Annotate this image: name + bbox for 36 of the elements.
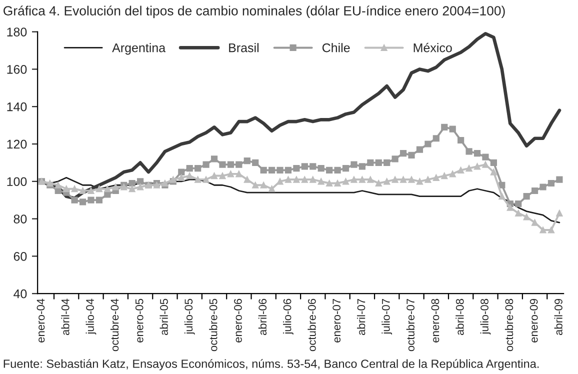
y-tick-label: 80 bbox=[14, 214, 27, 224]
x-tick-label: octubre-08 bbox=[504, 298, 514, 352]
x-tick-label: abril-04 bbox=[61, 298, 70, 336]
x-tick-label: julio-05 bbox=[184, 298, 195, 335]
x-tick-label: enero-09 bbox=[530, 298, 538, 342]
x-tick-label: abril-08 bbox=[456, 298, 464, 336]
x-tick-label: abril-05 bbox=[160, 298, 168, 336]
legend-label: México bbox=[414, 42, 452, 52]
x-tick-label: abril-06 bbox=[258, 298, 267, 336]
x-tick-label: abril-07 bbox=[357, 299, 366, 336]
legend-label: Chile bbox=[322, 43, 350, 52]
x-tick-label: enero-04 bbox=[36, 298, 45, 342]
x-tick-label: enero-08 bbox=[431, 298, 440, 342]
y-tick-label: 140 bbox=[7, 102, 27, 112]
y-tick-label: 40 bbox=[14, 289, 27, 298]
y-tick-label: 160 bbox=[7, 64, 27, 74]
x-tick-label: enero-05 bbox=[135, 298, 144, 342]
x-tick-label: julio-04 bbox=[86, 298, 96, 335]
source-note: Fuente: Sebastián Katz, Ensayos Económicos, núms. 53-54, Banco Central de la República Argentina. bbox=[4, 359, 539, 370]
x-tick-label: octubre-04 bbox=[110, 298, 119, 352]
y-tick-label: 100 bbox=[7, 177, 27, 186]
legend-label: Argentina bbox=[112, 43, 166, 55]
x-tick-label: abril-09 bbox=[554, 298, 562, 336]
x-tick-label: julio-06 bbox=[283, 298, 294, 335]
chart-title: Gráfica 4. Evolución del tipos de cambio nominales (dólar EU-índice enero 2004=100) bbox=[4, 6, 505, 18]
x-tick-label: octubre-06 bbox=[308, 298, 316, 352]
x-tick-label: julio-08 bbox=[480, 298, 491, 335]
legend-label: Brasil bbox=[229, 43, 258, 52]
y-tick-label: 120 bbox=[7, 140, 27, 149]
x-tick-label: julio-07 bbox=[382, 299, 392, 335]
x-tick-label: octubre-05 bbox=[209, 298, 218, 352]
x-tick-label: octubre-07 bbox=[406, 299, 414, 352]
y-tick-label: 180 bbox=[7, 28, 27, 36]
x-tick-label: enero-07 bbox=[332, 299, 341, 342]
x-tick-label: enero-06 bbox=[234, 298, 242, 342]
y-tick-label: 60 bbox=[14, 252, 27, 261]
